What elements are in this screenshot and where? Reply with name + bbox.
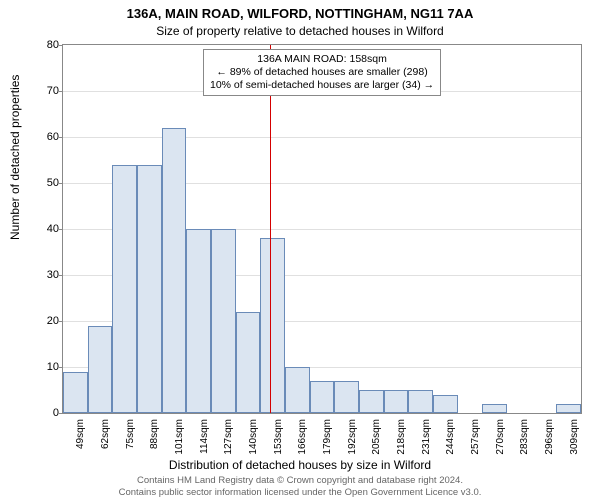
histogram-bar [556, 404, 581, 413]
footer: Contains HM Land Registry data © Crown c… [0, 475, 600, 498]
x-tick-label: 127sqm [223, 419, 225, 455]
y-tick-mark [59, 413, 63, 414]
y-tick-label: 60 [31, 131, 59, 143]
y-tick-label: 20 [31, 315, 59, 327]
x-tick-label: 166sqm [297, 419, 299, 455]
histogram-bar [211, 229, 236, 413]
x-tick-label: 296sqm [544, 419, 546, 455]
chart-title: 136A, MAIN ROAD, WILFORD, NOTTINGHAM, NG… [0, 6, 600, 21]
x-tick-label: 192sqm [347, 419, 349, 455]
y-tick-mark [59, 45, 63, 46]
y-axis-label: Number of detached properties [8, 75, 22, 240]
histogram-bar [137, 165, 162, 413]
x-tick-label: 179sqm [322, 419, 324, 455]
x-tick-label: 88sqm [149, 419, 151, 449]
y-tick-mark [59, 137, 63, 138]
x-tick-label: 49sqm [75, 419, 77, 449]
y-tick-mark [59, 229, 63, 230]
histogram-bar [186, 229, 211, 413]
y-tick-label: 30 [31, 269, 59, 281]
histogram-bar [63, 372, 88, 413]
x-tick-label: 153sqm [273, 419, 275, 455]
x-tick-label: 62sqm [100, 419, 102, 449]
annot-line-1: 136A MAIN ROAD: 158sqm [210, 53, 434, 66]
x-tick-label: 205sqm [371, 419, 373, 455]
histogram-bar [408, 390, 433, 413]
footer-line-1: Contains HM Land Registry data © Crown c… [137, 475, 463, 486]
y-tick-label: 80 [31, 39, 59, 51]
histogram-bar [88, 326, 113, 413]
y-tick-label: 40 [31, 223, 59, 235]
y-tick-mark [59, 367, 63, 368]
gridline [63, 137, 581, 138]
x-tick-label: 140sqm [248, 419, 250, 455]
x-tick-label: 257sqm [470, 419, 472, 455]
histogram-bar [112, 165, 137, 413]
y-tick-label: 70 [31, 85, 59, 97]
histogram-bar [162, 128, 187, 413]
footer-line-2: Contains public sector information licen… [119, 487, 482, 498]
histogram-bar [285, 367, 310, 413]
y-tick-label: 0 [31, 407, 59, 419]
x-tick-label: 283sqm [519, 419, 521, 455]
x-axis-label: Distribution of detached houses by size … [0, 458, 600, 472]
histogram-bar [260, 238, 285, 413]
histogram-bar [310, 381, 335, 413]
histogram-bar [334, 381, 359, 413]
x-tick-label: 75sqm [125, 419, 127, 449]
x-tick-label: 270sqm [495, 419, 497, 455]
histogram-bar [433, 395, 458, 413]
y-tick-label: 10 [31, 361, 59, 373]
histogram-bar [482, 404, 507, 413]
chart-subtitle: Size of property relative to detached ho… [0, 24, 600, 38]
x-tick-label: 244sqm [445, 419, 447, 455]
histogram-bar [236, 312, 261, 413]
x-tick-label: 218sqm [396, 419, 398, 455]
chart-container: 136A, MAIN ROAD, WILFORD, NOTTINGHAM, NG… [0, 0, 600, 500]
y-tick-label: 50 [31, 177, 59, 189]
reference-line [270, 45, 271, 413]
y-tick-mark [59, 275, 63, 276]
x-tick-label: 101sqm [174, 419, 176, 455]
annotation-box: 136A MAIN ROAD: 158sqm ← 89% of detached… [203, 49, 441, 96]
histogram-bar [359, 390, 384, 413]
y-tick-mark [59, 321, 63, 322]
x-tick-label: 231sqm [421, 419, 423, 455]
y-tick-mark [59, 183, 63, 184]
histogram-bar [384, 390, 409, 413]
y-tick-mark [59, 91, 63, 92]
x-tick-label: 114sqm [199, 419, 201, 454]
plot-area: 0102030405060708049sqm62sqm75sqm88sqm101… [62, 44, 582, 414]
annot-line-3: 10% of semi-detached houses are larger (… [210, 79, 434, 92]
x-tick-label: 309sqm [569, 419, 571, 455]
annot-line-2: ← 89% of detached houses are smaller (29… [210, 66, 434, 79]
